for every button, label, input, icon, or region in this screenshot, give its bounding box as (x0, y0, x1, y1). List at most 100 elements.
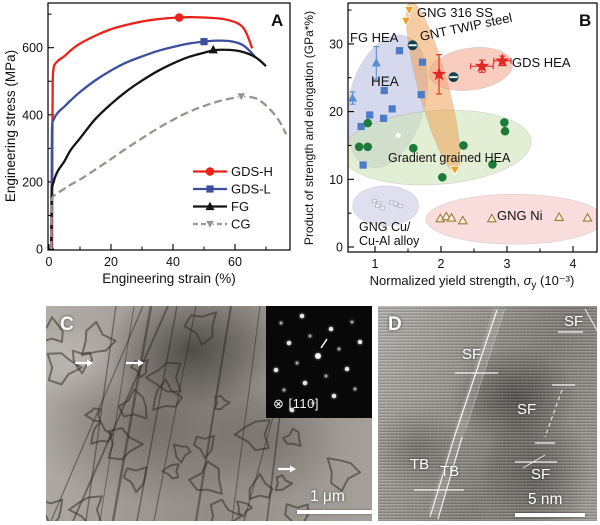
diffraction-pattern (272, 312, 364, 414)
panel-c-label: C (60, 314, 74, 335)
annotation-label: GNG Ni (497, 208, 543, 223)
data-point (393, 201, 399, 206)
panel-d-label: D (388, 314, 402, 335)
data-point (206, 185, 214, 193)
x-tick-label: 4 (570, 257, 577, 271)
annotation-label: HEA (371, 74, 399, 89)
data-point (208, 44, 218, 54)
stacking-fault-twin-lines (414, 306, 597, 520)
sf-label-4: SF (531, 466, 551, 483)
annotation-label: GNG 316 SS (417, 5, 493, 20)
series-path (50, 95, 288, 250)
data-point (438, 172, 447, 182)
arrow-icon (138, 359, 144, 367)
data-point (397, 204, 403, 209)
legend-label: CG (231, 217, 251, 232)
x-tick-label: 2 (438, 257, 445, 271)
tb-label-1: TB (410, 456, 430, 473)
data-point (205, 167, 215, 176)
data-point (403, 6, 415, 16)
y-axis-label: Product of strength and elongation (GPa*… (302, 11, 316, 245)
panel-b-strength-elongation-chart: 1 2 3 4 0 10 20 30 Normalized yield strength, σy… (302, 2, 598, 291)
region-ellipse (352, 185, 419, 227)
panel-b-letter: B (579, 11, 591, 30)
data-point (448, 72, 459, 83)
x-axis-label: Normalized yield strength, σy (10⁻³) (370, 273, 575, 291)
annotation-label: GNG Cu/ (359, 220, 411, 234)
data-point (553, 211, 565, 221)
highlight-regions (348, 3, 597, 245)
x-tick-label: 0 (46, 255, 53, 269)
data-point (446, 212, 457, 222)
sf-label-3: SF (517, 401, 537, 418)
panel-c-tem-micrograph: ⊗ [110] C 1 μm (46, 306, 372, 521)
annotation-lines (414, 306, 597, 520)
lattice-fringes (378, 306, 597, 521)
sf-label-2: SF (564, 313, 584, 330)
series-path (50, 39, 257, 250)
legend-label: FG (231, 199, 249, 214)
data-point (459, 141, 468, 150)
panel-d-hrtem-micrograph: D SF SF SF SF TB TB 5 nm (378, 306, 597, 521)
y-tick-label: 10 (329, 173, 343, 187)
data-point (474, 58, 490, 73)
axes: 1 2 3 4 0 10 20 30 Normalized yield strength, σy… (302, 2, 598, 291)
data-point (204, 219, 216, 230)
annotation-label: GDS HEA (512, 55, 571, 70)
data-point (486, 213, 497, 223)
dislocation-cell-overlay (46, 306, 361, 521)
data-point (363, 142, 373, 152)
zone-axis-label: ⊗ [110] (273, 396, 319, 411)
legend-label: GDS-H (231, 164, 273, 179)
diffraction-spots (272, 312, 364, 414)
data-point (359, 161, 367, 169)
data-point (174, 13, 184, 22)
data-point (395, 132, 401, 139)
x-tick-label: 3 (504, 257, 511, 271)
data-point (495, 53, 510, 67)
panel-a-letter: A (271, 11, 283, 30)
data-point (582, 212, 593, 222)
diffraction-inset: ⊗ [110] (266, 306, 372, 418)
data-point (354, 142, 364, 152)
data-point (388, 105, 396, 113)
data-point (400, 16, 412, 27)
legend-label: GDS-L (231, 182, 271, 197)
x-tick-label: 1 (372, 257, 379, 271)
data-point (363, 118, 373, 128)
data-point (407, 40, 418, 51)
annotation-label: FG HEA (350, 30, 399, 45)
data-point (235, 92, 247, 103)
data-point (371, 58, 381, 67)
x-tick-label: 20 (104, 255, 118, 269)
x-axis-label: Engineering strain (%) (102, 271, 236, 286)
y-tick-label: 0 (36, 243, 43, 257)
tb-label-2: TB (440, 463, 460, 480)
series-path (50, 16, 254, 250)
legend: GDS-H GDS-L FG CG (193, 164, 273, 232)
data-point (371, 198, 377, 204)
dislocation-cell-walls (46, 311, 361, 521)
data-point (205, 201, 215, 211)
data-point (457, 215, 468, 225)
arrow-icon (290, 465, 296, 473)
arrow-icon (87, 359, 93, 367)
region-ellipse (425, 193, 597, 245)
scale-bar-label: 5 nm (528, 491, 563, 508)
data-point (431, 66, 447, 81)
data-point (380, 87, 388, 95)
scale-bar (515, 513, 585, 517)
annotation-label: Gradient grained HEA (388, 151, 511, 165)
data-point (200, 38, 208, 46)
data-point (408, 143, 418, 153)
data-point (488, 160, 497, 169)
y-tick-label: 200 (22, 175, 43, 189)
data-point (500, 126, 510, 136)
scatter-points (347, 6, 593, 225)
y-axis-label: Engineering stress (MPa) (3, 50, 18, 202)
data-point (395, 47, 404, 55)
